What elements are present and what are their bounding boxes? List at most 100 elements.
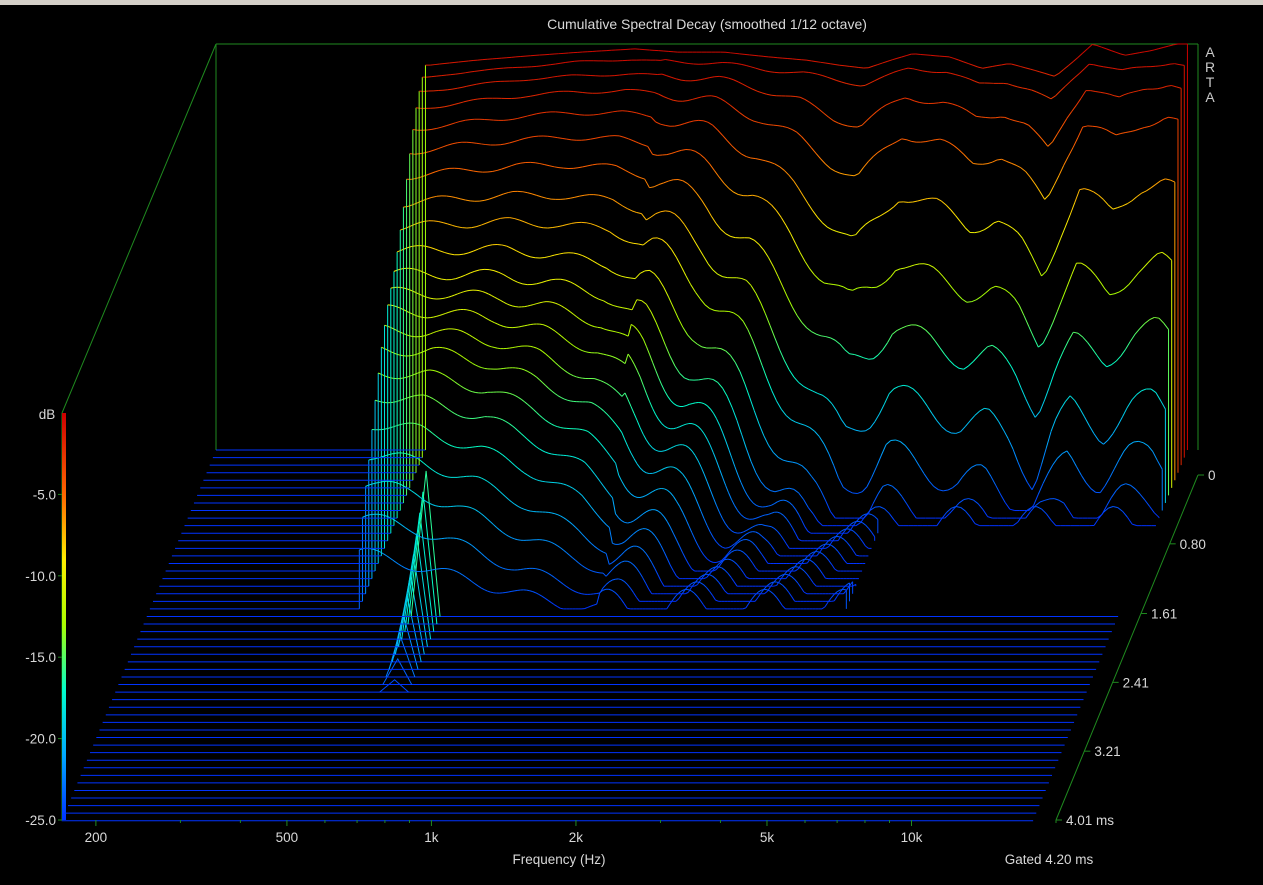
slice-segment: [691, 568, 695, 572]
slice-segment: [612, 110, 618, 113]
slice-segment: [1125, 131, 1131, 134]
slice-segment: [453, 102, 460, 106]
slice-segment: [874, 413, 881, 422]
slice-segment: [551, 359, 556, 363]
slice-segment: [606, 383, 611, 386]
slice-segment: [398, 268, 404, 271]
slice-segment: [1112, 425, 1119, 434]
slice-segment: [564, 307, 568, 311]
slice-segment: [814, 274, 820, 281]
slice-segment: [958, 59, 964, 63]
slice-segment: [512, 346, 516, 349]
slice-segment: [450, 73, 456, 76]
slice-segment: [605, 581, 610, 586]
slice-segment: [530, 303, 535, 306]
slice-segment: [621, 333, 626, 336]
slice-segment: [509, 141, 515, 144]
slice-segment: [833, 284, 839, 286]
slice-segment: [603, 195, 609, 199]
slice-segment: [1066, 274, 1073, 288]
slice-segment: [593, 296, 599, 300]
slice-segment: [1139, 126, 1145, 130]
slice-segment: [963, 153, 969, 160]
x-tick-label: 2k: [569, 830, 584, 845]
slice-segment: [887, 334, 893, 343]
slice-segment: [842, 124, 848, 127]
slice-segment: [896, 490, 903, 497]
slice-segment: [430, 171, 436, 175]
slice-segment: [466, 84, 472, 87]
slice-segment: [612, 330, 617, 333]
slice-segment: [822, 75, 828, 78]
slice-segment: [448, 310, 452, 313]
slice-segment: [731, 457, 736, 467]
slice-segment: [670, 400, 675, 405]
slice-segment: [795, 243, 801, 253]
slice-segment: [1087, 44, 1093, 50]
slice-segment: [818, 279, 825, 284]
slice-segment: [472, 310, 477, 314]
slice-segment: [834, 568, 839, 572]
slice-segment: [918, 465, 925, 475]
slice-segment: [1044, 386, 1050, 400]
slice-segment: [820, 61, 826, 64]
slice-segment: [1119, 94, 1125, 98]
slice-segment: [974, 80, 980, 84]
slice-segment: [809, 268, 815, 276]
slice-segment: [754, 596, 759, 602]
slice-segment: [441, 373, 446, 376]
slice-segment: [529, 476, 534, 479]
slice-segment: [739, 567, 744, 573]
slice-segment: [1088, 425, 1095, 434]
slice-segment: [494, 296, 498, 300]
decay-slice: [149, 547, 847, 610]
slice-segment: [585, 322, 589, 325]
slice-segment: [760, 588, 765, 594]
slice-segment: [1071, 104, 1077, 112]
slice-segment: [627, 546, 631, 550]
slice-segment: [801, 136, 807, 143]
slice-segment: [1093, 433, 1100, 441]
slice-segment: [696, 96, 702, 99]
slice-segment: [961, 107, 968, 111]
slice-segment: [561, 305, 565, 309]
slice-segment: [639, 572, 644, 578]
decay-slice: [181, 286, 879, 534]
slice-segment: [487, 170, 493, 173]
slice-segment: [971, 113, 977, 117]
slice-segment: [925, 140, 931, 143]
slice-segment: [544, 597, 549, 601]
slice-segment: [957, 476, 963, 485]
slice-segment: [667, 427, 671, 430]
slice-segment: [473, 98, 478, 101]
slice-segment: [861, 541, 866, 547]
slice-segment: [798, 538, 802, 542]
slice-segment: [427, 296, 431, 299]
slice-segment: [865, 545, 869, 549]
slice-segment: [669, 356, 676, 367]
slice-segment: [1141, 388, 1147, 392]
slice-segment: [432, 504, 436, 507]
slice-segment: [1153, 48, 1159, 51]
slice-segment: [606, 354, 610, 357]
slice-segment: [803, 556, 808, 561]
slice-segment: [497, 323, 501, 326]
slice-segment: [666, 75, 672, 78]
slice-segment: [695, 291, 701, 300]
slice-segment: [679, 123, 685, 126]
slice-segment: [465, 541, 470, 544]
slice-segment: [582, 320, 586, 324]
slice-segment: [419, 152, 425, 155]
slice-segment: [1069, 202, 1076, 216]
slice-segment: [685, 558, 690, 565]
slice-segment: [508, 392, 513, 395]
slice-segment: [1142, 88, 1148, 91]
slice-segment: [536, 479, 540, 482]
slice-segment: [1020, 387, 1027, 399]
slice-segment: [927, 197, 933, 200]
slice-segment: [1128, 91, 1134, 94]
slice-segment: [1033, 129, 1039, 136]
slice-segment: [520, 252, 526, 256]
slice-segment: [608, 562, 613, 565]
slice-segment: [569, 281, 576, 285]
